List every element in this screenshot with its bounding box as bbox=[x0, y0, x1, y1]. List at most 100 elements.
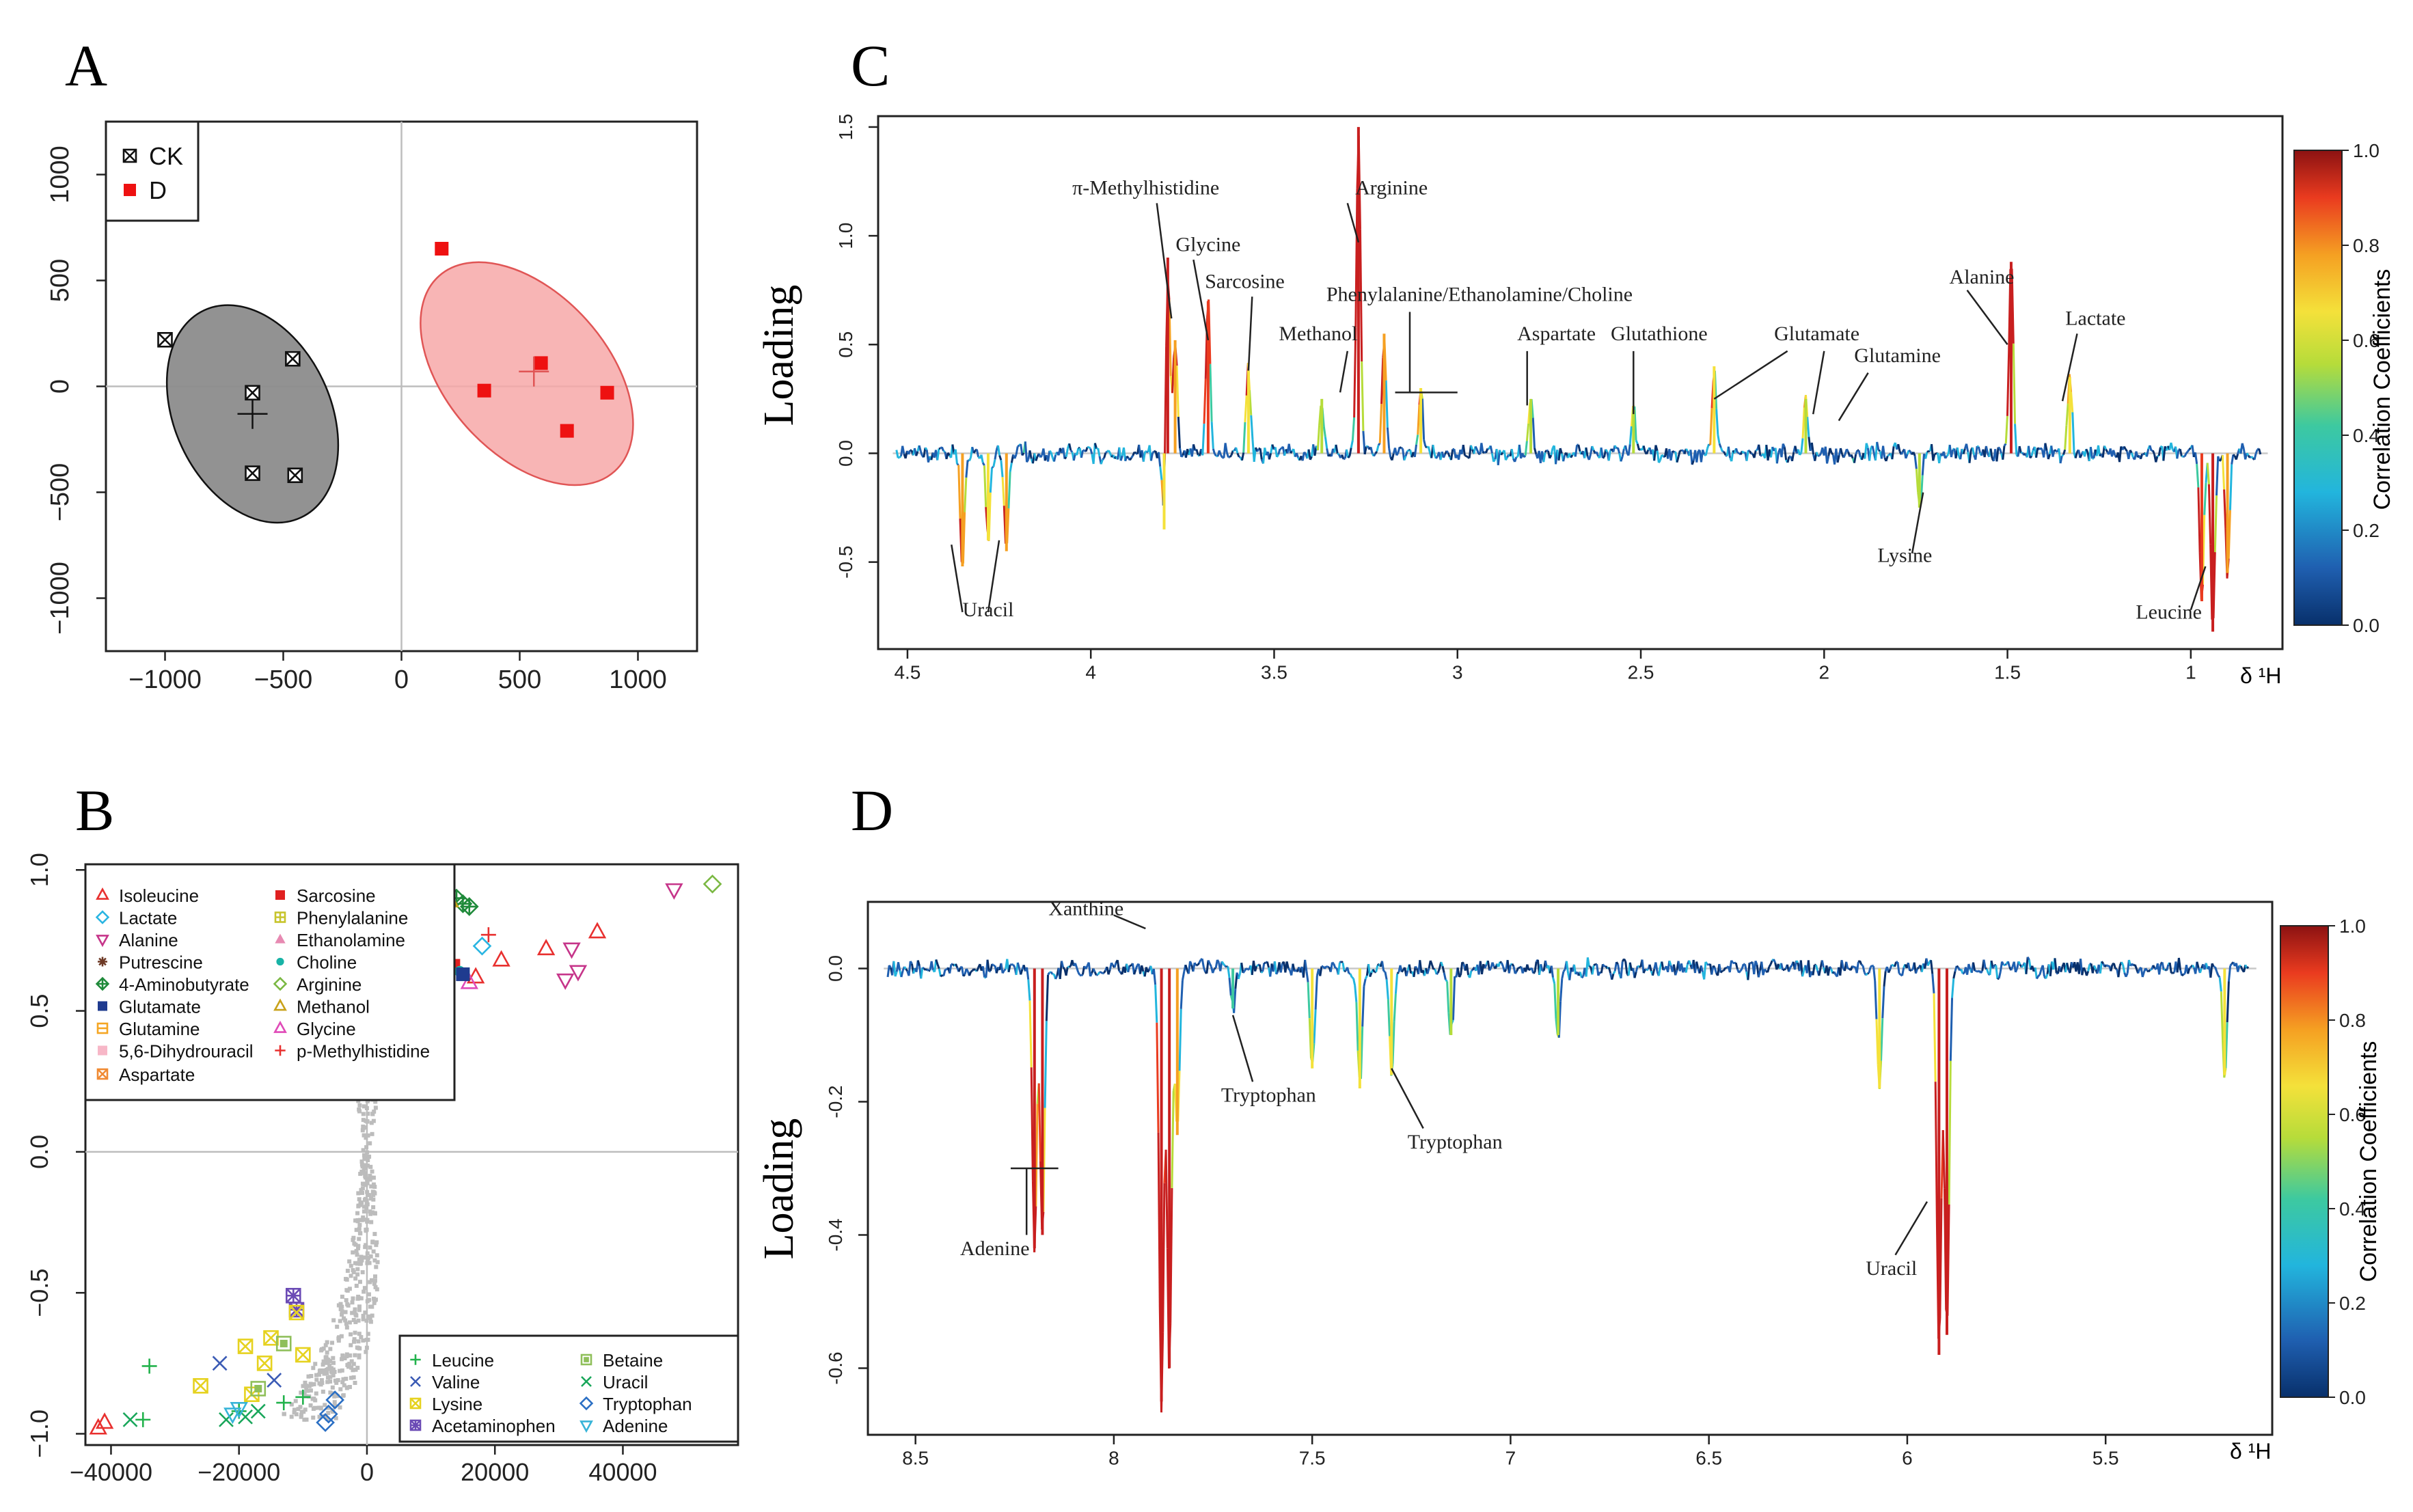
panel-c-trace-segment bbox=[1523, 454, 1527, 458]
panel-c-trace-segment bbox=[1175, 366, 1180, 417]
panel-c-colorbar-ticks: 0.0 0.2 0.4 0.6 0.8 1.0 bbox=[2342, 140, 2380, 636]
panel-d-trace-segment bbox=[973, 967, 977, 972]
panel-a-x-axis: −1000 −500 0 500 1000 bbox=[128, 651, 667, 694]
panel-b-grey-point bbox=[349, 1274, 353, 1278]
panel-b-legend-marker bbox=[275, 890, 285, 900]
panel-c-trace-segment bbox=[1347, 455, 1351, 459]
panel-b-legend-label: Isoleucine bbox=[119, 885, 199, 906]
panel-d-trace-segment bbox=[2168, 962, 2172, 974]
panel-d-trace-segment bbox=[1208, 963, 1212, 967]
panel-d-trace-segment bbox=[1413, 966, 1417, 978]
panel-c-trace-segment bbox=[2064, 425, 2068, 450]
panel-d-trace-segment bbox=[2006, 961, 2011, 967]
panel-b-grey-point bbox=[331, 1318, 336, 1323]
panel-d-trace-segment bbox=[1491, 962, 1495, 967]
panel-c-trace-segment bbox=[1092, 443, 1096, 465]
panel-d-x-tick-label: 5.5 bbox=[2092, 1447, 2119, 1468]
panel-b-grey-point bbox=[370, 1169, 374, 1174]
panel-b-grey-point bbox=[344, 1321, 349, 1326]
panel-b-point-p-methylhistidine bbox=[480, 927, 496, 943]
panel-c-trace-segment bbox=[965, 460, 969, 478]
panel-c-trace-segment bbox=[1806, 417, 1810, 437]
panel-c-trace-segment bbox=[1574, 445, 1579, 457]
panel-d-trace-segment bbox=[1894, 961, 1898, 967]
marker-cross bbox=[287, 467, 303, 483]
panel-d-trace-segment bbox=[1814, 965, 1819, 972]
panel-b-grey-point bbox=[374, 1287, 379, 1292]
panel-d-trace-segment bbox=[1980, 970, 1984, 974]
panel-c-trace-segment bbox=[1253, 447, 1257, 463]
marker-box bbox=[96, 1068, 109, 1080]
panel-c-trace-segment bbox=[1717, 435, 1721, 444]
panel-d-trace-segment bbox=[1754, 960, 1758, 965]
panel-c-x-tick-label: 3.5 bbox=[1261, 661, 1287, 683]
panel-d-trace-segment bbox=[2220, 991, 2224, 1041]
panel-d-trace-segment bbox=[2122, 964, 2126, 973]
panel-c-leader-line bbox=[1911, 492, 1924, 554]
marker-diamond bbox=[325, 1390, 344, 1410]
panel-d-trace-segment bbox=[923, 967, 927, 971]
panel-c-trace-segment bbox=[1829, 448, 1833, 454]
panel-c-trace-segment bbox=[919, 450, 923, 456]
panel-b-y-tick-label: −1.0 bbox=[25, 1410, 53, 1458]
panel-c-trace-segment bbox=[1654, 445, 1659, 452]
panel-b-grey-point bbox=[320, 1347, 325, 1351]
panel-c-trace-segment bbox=[1638, 448, 1641, 451]
panel-d-trace-segment bbox=[1080, 974, 1084, 977]
panel-c-trace-segment bbox=[2059, 455, 2063, 464]
panel-b-grey-point bbox=[362, 1104, 366, 1109]
panel-b-grey-point bbox=[355, 1365, 360, 1370]
panel-b-grey-point bbox=[293, 1399, 298, 1403]
panel-d-trace-segment bbox=[1768, 963, 1772, 967]
marker-inner bbox=[280, 1339, 288, 1347]
panel-d-trace-segment bbox=[1162, 1183, 1166, 1333]
panel-d-trace-segment bbox=[935, 959, 939, 965]
panel-b-grey-point bbox=[304, 1386, 309, 1391]
panel-b-grey-point bbox=[338, 1307, 343, 1312]
panel-b-grey-point bbox=[351, 1368, 355, 1373]
panel-d-trace-segment bbox=[988, 970, 992, 973]
panel-d-trace-segment bbox=[2001, 961, 2005, 966]
panel-b-legend-label: 5,6-Dihydrouracil bbox=[119, 1041, 254, 1062]
panel-d-trace-segment bbox=[1079, 974, 1082, 977]
panel-c-trace-segment bbox=[1421, 398, 1426, 440]
panel-d-trace-segment bbox=[1062, 966, 1065, 970]
panel-c-trace-segment bbox=[1946, 454, 1950, 457]
panel-d-trace-segment bbox=[1262, 963, 1266, 972]
panel-b-grey-point bbox=[375, 1260, 380, 1265]
panel-d-trace-segment bbox=[1706, 963, 1710, 966]
panel-d-trace-segment bbox=[1985, 968, 1990, 974]
panel-d-trace-segment bbox=[1788, 967, 1792, 972]
panel-d-trace-segment bbox=[1044, 1021, 1048, 1108]
panel-b-grey-point bbox=[354, 1249, 359, 1254]
panel-b-grey-point bbox=[328, 1375, 333, 1379]
panel-b-grey-point bbox=[340, 1380, 345, 1385]
panel-b-grey-point bbox=[339, 1334, 344, 1338]
panel-d-trace-segment bbox=[938, 968, 942, 977]
panel-b-legend-marker bbox=[580, 1420, 593, 1433]
panel-a-y-tick-label: 1000 bbox=[46, 146, 74, 204]
panel-b-grey-point bbox=[308, 1403, 313, 1407]
panel-a-point-d bbox=[435, 242, 449, 256]
panel-c-trace-segment bbox=[996, 445, 1001, 456]
panel-d-trace-segment bbox=[1089, 972, 1093, 977]
panel-c-trace-segment bbox=[972, 450, 977, 454]
panel-c-trace-segment bbox=[1487, 448, 1490, 450]
panel-c-trace-segment bbox=[1399, 446, 1402, 450]
panel-d-trace-segment bbox=[1985, 967, 1988, 970]
panel-c-trace-segment bbox=[1815, 452, 1819, 456]
panel-b-grey-point bbox=[328, 1347, 333, 1351]
panel-b-legend-marker bbox=[98, 957, 107, 967]
panel-c-trace-segment bbox=[1915, 469, 1920, 493]
panel-b-legend-label: 4-Aminobutyrate bbox=[119, 974, 249, 995]
panel-c-trace-segment bbox=[1427, 446, 1431, 454]
panel-c-trace-segment bbox=[1755, 449, 1758, 452]
panel-d-trace-segment bbox=[1633, 972, 1637, 978]
panel-b-grey-point bbox=[362, 1289, 366, 1294]
panel-c-trace-segment bbox=[1353, 327, 1357, 418]
panel-c-trace-segment bbox=[1891, 446, 1895, 460]
panel-c-trace-segment bbox=[1290, 450, 1293, 454]
panel-d-trace-segment bbox=[976, 967, 980, 972]
panel-b-grey-point bbox=[328, 1390, 333, 1395]
panel-d-spectrum-trace bbox=[886, 957, 2250, 1413]
